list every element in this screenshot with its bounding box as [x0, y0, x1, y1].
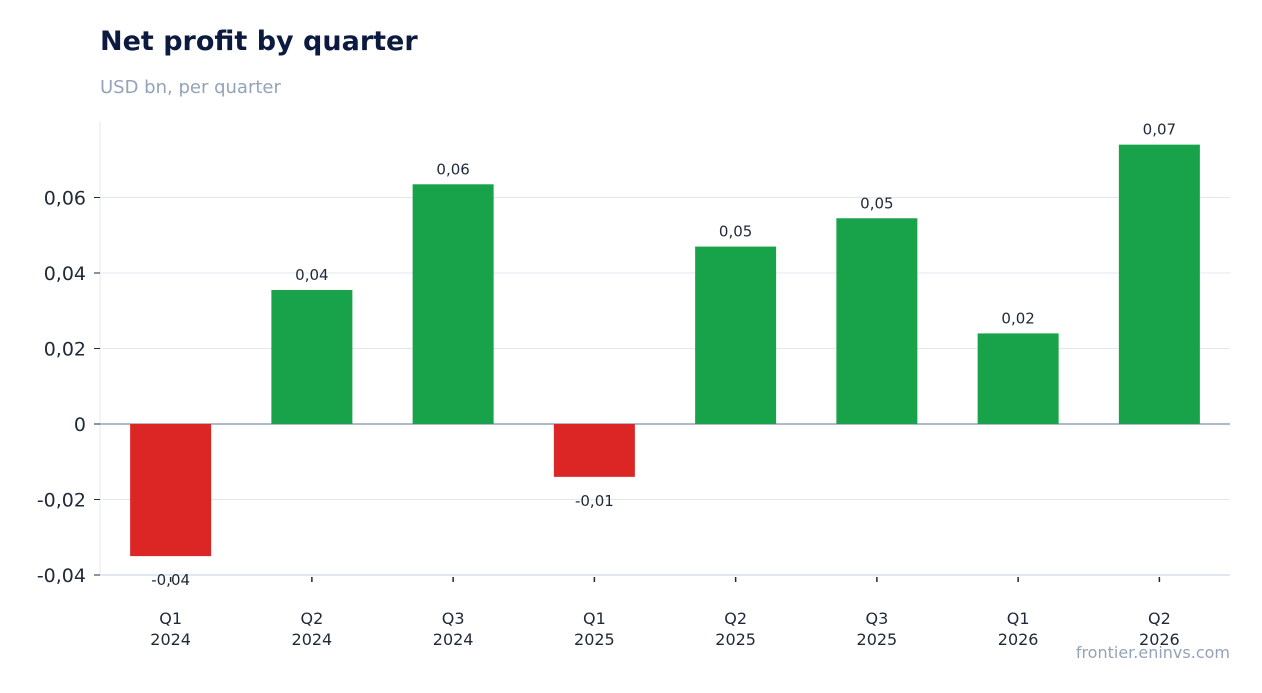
x-tick-label-year: 2026	[998, 630, 1039, 649]
gridlines	[100, 197, 1230, 576]
chart-subtitle: USD bn, per quarter	[100, 77, 281, 98]
x-tick-label-quarter: Q1	[159, 609, 182, 628]
x-tick-label-year: 2024	[433, 630, 474, 649]
bar	[977, 333, 1059, 424]
chart-title: Net profit by quarter	[100, 26, 418, 57]
data-label: 0,04	[295, 266, 328, 284]
x-tick-label-quarter: Q3	[865, 609, 888, 628]
bar	[553, 424, 635, 477]
x-tick-label-quarter: Q2	[300, 609, 323, 628]
bar	[695, 246, 777, 424]
x-tick-label-quarter: Q1	[1007, 609, 1030, 628]
x-tick-label-year: 2025	[574, 630, 615, 649]
data-label: -0,04	[151, 571, 190, 589]
y-tick-label: 0,02	[44, 339, 86, 361]
bar	[412, 184, 494, 424]
bar	[271, 289, 353, 424]
x-tick-label-quarter: Q3	[442, 609, 465, 628]
x-tick-label-year: 2026	[1139, 630, 1180, 649]
source-credit: frontier.eninvs.com	[1075, 643, 1230, 662]
x-tick-label-quarter: Q1	[583, 609, 606, 628]
x-tick-label-quarter: Q2	[724, 609, 747, 628]
x-tick-label-year: 2024	[292, 630, 333, 649]
data-label: 0,05	[719, 223, 752, 241]
data-label: 0,07	[1143, 121, 1176, 139]
data-label: 0,02	[1001, 309, 1034, 327]
bars	[130, 144, 1200, 557]
x-tick-label-year: 2025	[857, 630, 898, 649]
y-tick-label: 0	[74, 414, 86, 436]
x-tick-label-year: 2025	[715, 630, 756, 649]
bar	[130, 424, 212, 557]
y-tick-label: 0,04	[44, 263, 86, 285]
bar	[1118, 144, 1200, 424]
bar	[836, 218, 918, 424]
data-label: -0,01	[575, 492, 614, 510]
x-tick-label-quarter: Q2	[1148, 609, 1171, 628]
y-tick-label: 0,06	[44, 188, 86, 210]
labels: -0,04 -0,02 0 0,02 0,04 0,06 -0,04 Q1 2024 0,04 Q2…	[37, 121, 1180, 649]
x-tick-label-year: 2024	[150, 630, 191, 649]
y-tick-label: -0,04	[37, 565, 86, 587]
data-label: 0,06	[436, 160, 469, 178]
y-tick-label: -0,02	[37, 490, 86, 512]
data-label: 0,05	[860, 194, 893, 212]
axes	[94, 122, 1230, 582]
